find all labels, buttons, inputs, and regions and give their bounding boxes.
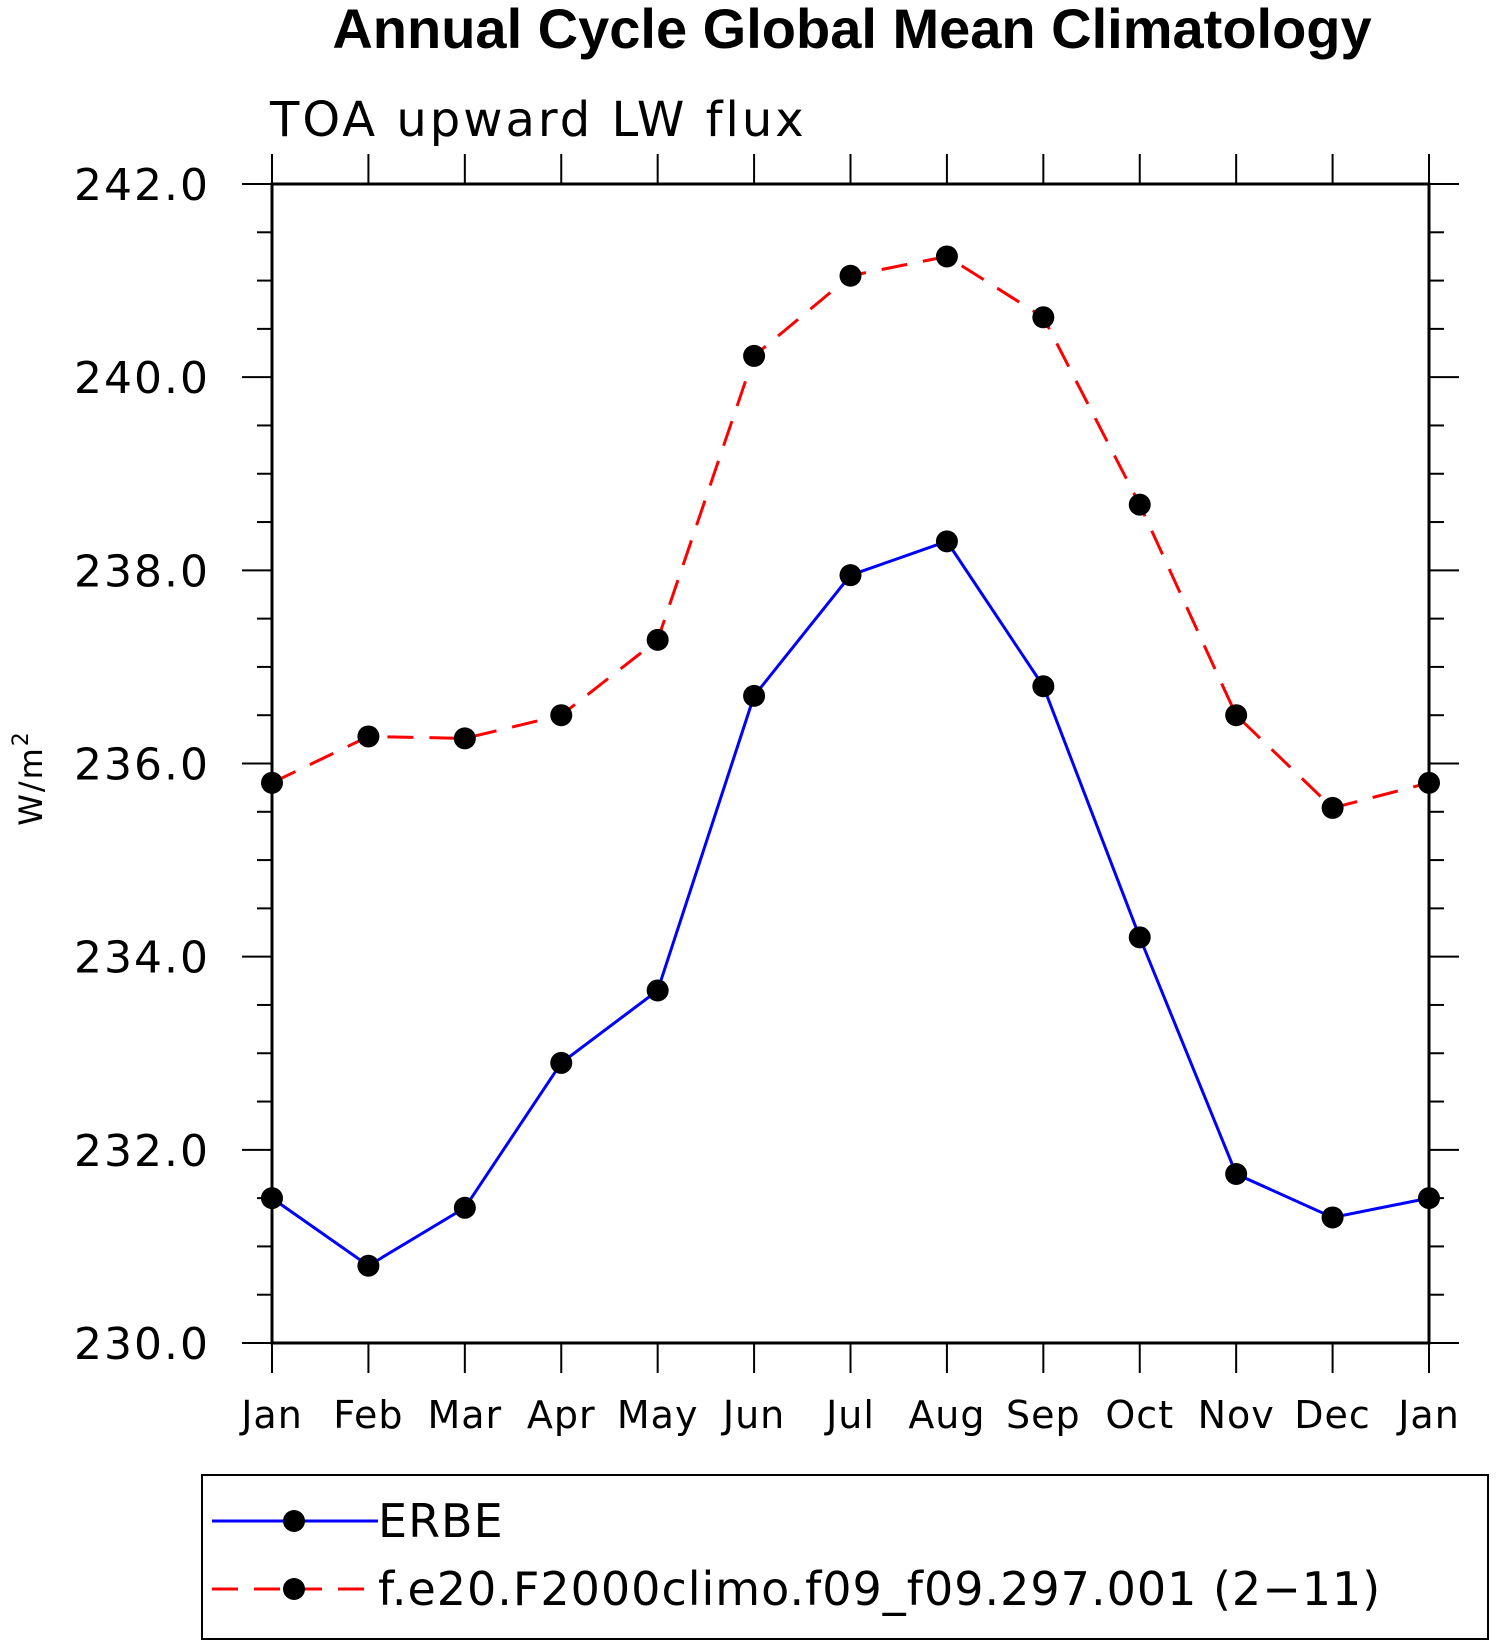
data-point [839,264,862,287]
data-point [1418,1187,1440,1210]
x-tick-label: Jan [239,1393,303,1437]
y-tick-label: 232.0 [74,1126,210,1177]
x-tick-labels: Jan Feb Mar Apr May Jun Jul Aug Sep Oct Nov Dec Jan [239,1393,1460,1437]
data-point [1225,704,1248,727]
legend-marker-model [283,1578,305,1600]
series-erbe [261,530,1440,1277]
y-axis-label: W/m2 [9,730,50,826]
y-tick-label: 238.0 [74,546,210,597]
legend-marker-erbe [283,1510,305,1532]
x-tick-label: May [617,1393,699,1437]
y-tick-label: 236.0 [74,740,210,791]
data-point [1032,675,1055,698]
data-point [550,1051,573,1074]
data-point [453,1196,476,1219]
y-tick-label: 230.0 [74,1319,210,1370]
x-tick-label: Jun [721,1393,785,1437]
x-tick-label: Mar [427,1393,502,1437]
series-layer [261,245,1440,1277]
x-tick-label: Dec [1294,1393,1371,1437]
data-point [646,628,669,651]
data-point [743,684,766,707]
series-line [271,539,1430,1268]
series-line [271,254,1430,810]
y-tick-label: 234.0 [74,933,210,984]
data-point [261,1187,283,1210]
data-point [935,530,958,553]
data-point [743,344,766,367]
y-tick-label: 240.0 [74,353,210,404]
legend-label-model: f.e20.F2000climo.f09_f09.297.001 (2−11) [378,1562,1381,1616]
data-point [646,979,669,1002]
y-axis-label-text: W/m [12,746,50,826]
plot-frame [270,182,1431,1345]
data-point [1225,1162,1248,1185]
chart-title: Annual Cycle Global Mean Climatology [332,0,1371,60]
data-point [1032,306,1055,329]
data-point [1321,1206,1344,1229]
data-point [453,727,476,750]
legend-label-erbe: ERBE [378,1494,504,1548]
data-point [1128,493,1151,516]
axis-ticks [242,154,1459,1373]
y-axis-label-superscript: 2 [9,730,34,746]
x-tick-label: Sep [1006,1393,1081,1437]
svg-text:W/m2: W/m2 [9,730,50,826]
x-tick-label: Aug [908,1393,985,1437]
x-tick-label: Feb [333,1393,403,1437]
data-point [1321,796,1344,819]
x-tick-label: Jan [1396,1393,1460,1437]
legend-box [201,1474,1489,1640]
data-point [839,564,862,587]
x-tick-label: Oct [1105,1393,1174,1437]
x-tick-label: Jul [824,1393,875,1437]
data-point [1128,926,1151,949]
data-point [550,704,573,727]
data-point [935,245,958,268]
data-point [1418,771,1440,794]
legend: ERBE f.e20.F2000climo.f09_f09.297.001 (2… [201,1474,1489,1640]
series-model [261,245,1440,819]
data-point [357,1254,380,1277]
y-tick-label: 242.0 [74,160,210,211]
data-point [261,771,283,794]
x-tick-label: Nov [1198,1393,1275,1437]
chart-subtitle: TOA upward LW flux [269,92,807,148]
y-tick-labels: 230.0 232.0 234.0 236.0 238.0 240.0 242.0 [74,160,210,1370]
x-tick-label: Apr [527,1393,596,1437]
data-point [357,725,380,748]
